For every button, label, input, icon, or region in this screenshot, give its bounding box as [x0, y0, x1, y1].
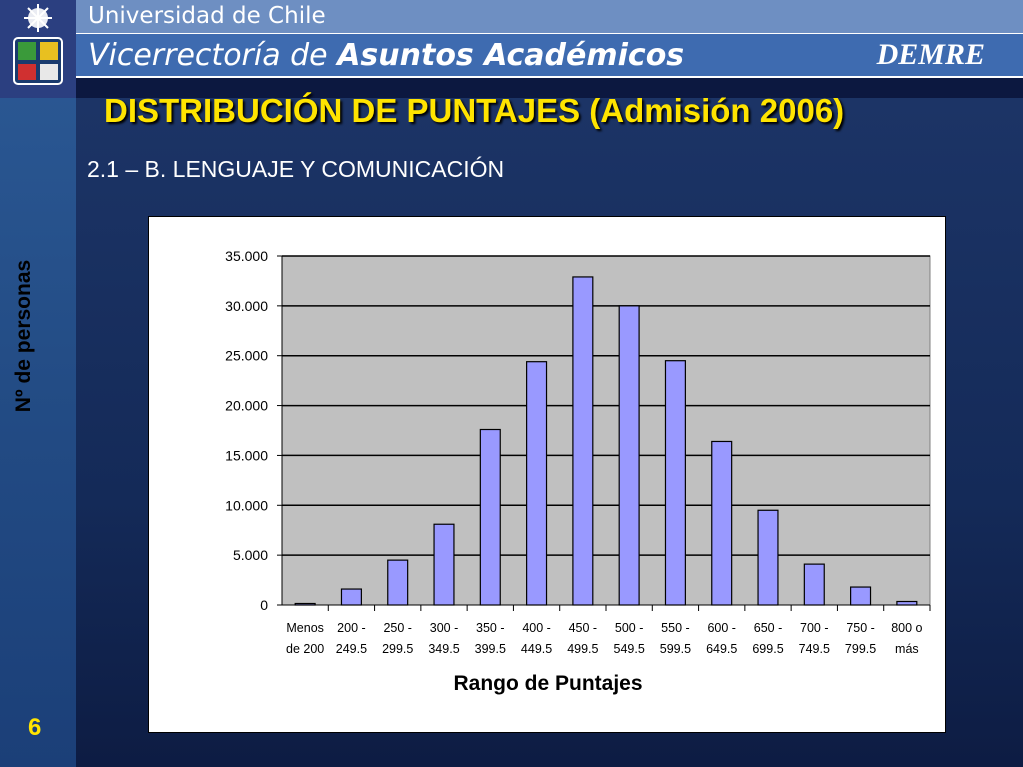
bar	[294, 602, 316, 606]
vice-rectorate-bold: Asuntos Académicos	[337, 38, 685, 73]
x-tick-label: 249.5	[336, 642, 367, 656]
y-tick-label: 30.000	[225, 298, 268, 314]
x-tick-label: 450 -	[569, 621, 598, 635]
x-tick-label: 500 -	[615, 621, 644, 635]
header-mid-band	[76, 34, 1023, 76]
vice-rectorate-name: Vicerrectoría de Asuntos Académicos	[88, 38, 684, 73]
x-tick-label: Menos	[286, 621, 324, 635]
header-top-band	[76, 0, 1023, 34]
bar	[664, 360, 686, 606]
bar	[526, 361, 548, 606]
x-axis-label: Rango de Puntajes	[453, 672, 643, 695]
slide-subtitle: 2.1 – B. LENGUAJE Y COMUNICACIÓN	[87, 156, 505, 182]
x-tick-label: 299.5	[382, 642, 413, 656]
x-tick-label: 750 -	[846, 621, 875, 635]
x-tick-label: 699.5	[752, 642, 783, 656]
x-tick-label: 600 -	[707, 621, 736, 635]
chart-frame: 0 5.000 10.000 15.000 20.000 25.000 30.000 35.0…	[148, 216, 946, 733]
bar	[896, 600, 918, 606]
slide-title: DISTRIBUCIÓN DE PUNTAJES (Admisión 2006)	[104, 92, 845, 129]
header-divider-bottom	[76, 76, 1023, 78]
x-tick-label: 749.5	[799, 642, 830, 656]
x-tick-label: 399.5	[475, 642, 506, 656]
left-sidebar	[0, 0, 76, 767]
y-axis-label: Nº de personas	[12, 259, 35, 413]
bar	[757, 509, 779, 606]
bar	[618, 305, 640, 606]
x-tick-label: 349.5	[428, 642, 459, 656]
vice-rectorate-prefix: Vicerrectoría de	[88, 38, 328, 73]
bar	[572, 276, 594, 606]
x-tick-label: 800 o	[891, 621, 922, 635]
bar	[479, 428, 501, 606]
x-tick-label: 300 -	[430, 621, 459, 635]
header-divider	[76, 33, 1023, 34]
x-tick-label: 449.5	[521, 642, 552, 656]
plot-area	[281, 255, 931, 606]
x-tick-label: 549.5	[614, 642, 645, 656]
bar	[387, 559, 409, 606]
x-tick-label: 250 -	[383, 621, 412, 635]
y-tick-label: 10.000	[225, 497, 268, 513]
y-tick-label: 25.000	[225, 348, 268, 364]
x-tick-label: 550 -	[661, 621, 690, 635]
bar	[340, 588, 362, 606]
bar	[711, 440, 733, 606]
y-tick-label: 20.000	[225, 398, 268, 414]
x-tick-label: 700 -	[800, 621, 829, 635]
x-tick-label: 799.5	[845, 642, 876, 656]
x-tick-label: 649.5	[706, 642, 737, 656]
x-tick-label: 499.5	[567, 642, 598, 656]
university-logo	[0, 0, 76, 98]
y-tick-label: 35.000	[225, 248, 268, 264]
bar	[433, 523, 455, 606]
y-tick-label: 0	[260, 597, 268, 613]
page-number: 6	[28, 714, 42, 741]
university-name: Universidad de Chile	[88, 3, 326, 29]
x-tick-label: de 200	[286, 642, 324, 656]
x-tick-label: más	[895, 642, 919, 656]
y-tick-label: 15.000	[225, 447, 268, 463]
x-tick-label: 350 -	[476, 621, 505, 635]
x-tick-label: 400 -	[522, 621, 551, 635]
x-tick-label: 599.5	[660, 642, 691, 656]
demre-label: DEMRE	[876, 38, 985, 71]
bar	[803, 563, 825, 606]
bar	[850, 586, 872, 606]
x-tick-label: 200 -	[337, 621, 366, 635]
y-tick-label: 5.000	[233, 547, 268, 563]
x-tick-label: 650 -	[754, 621, 783, 635]
bar-chart: 0 5.000 10.000 15.000 20.000 25.000 30.000 35.0…	[225, 248, 931, 656]
